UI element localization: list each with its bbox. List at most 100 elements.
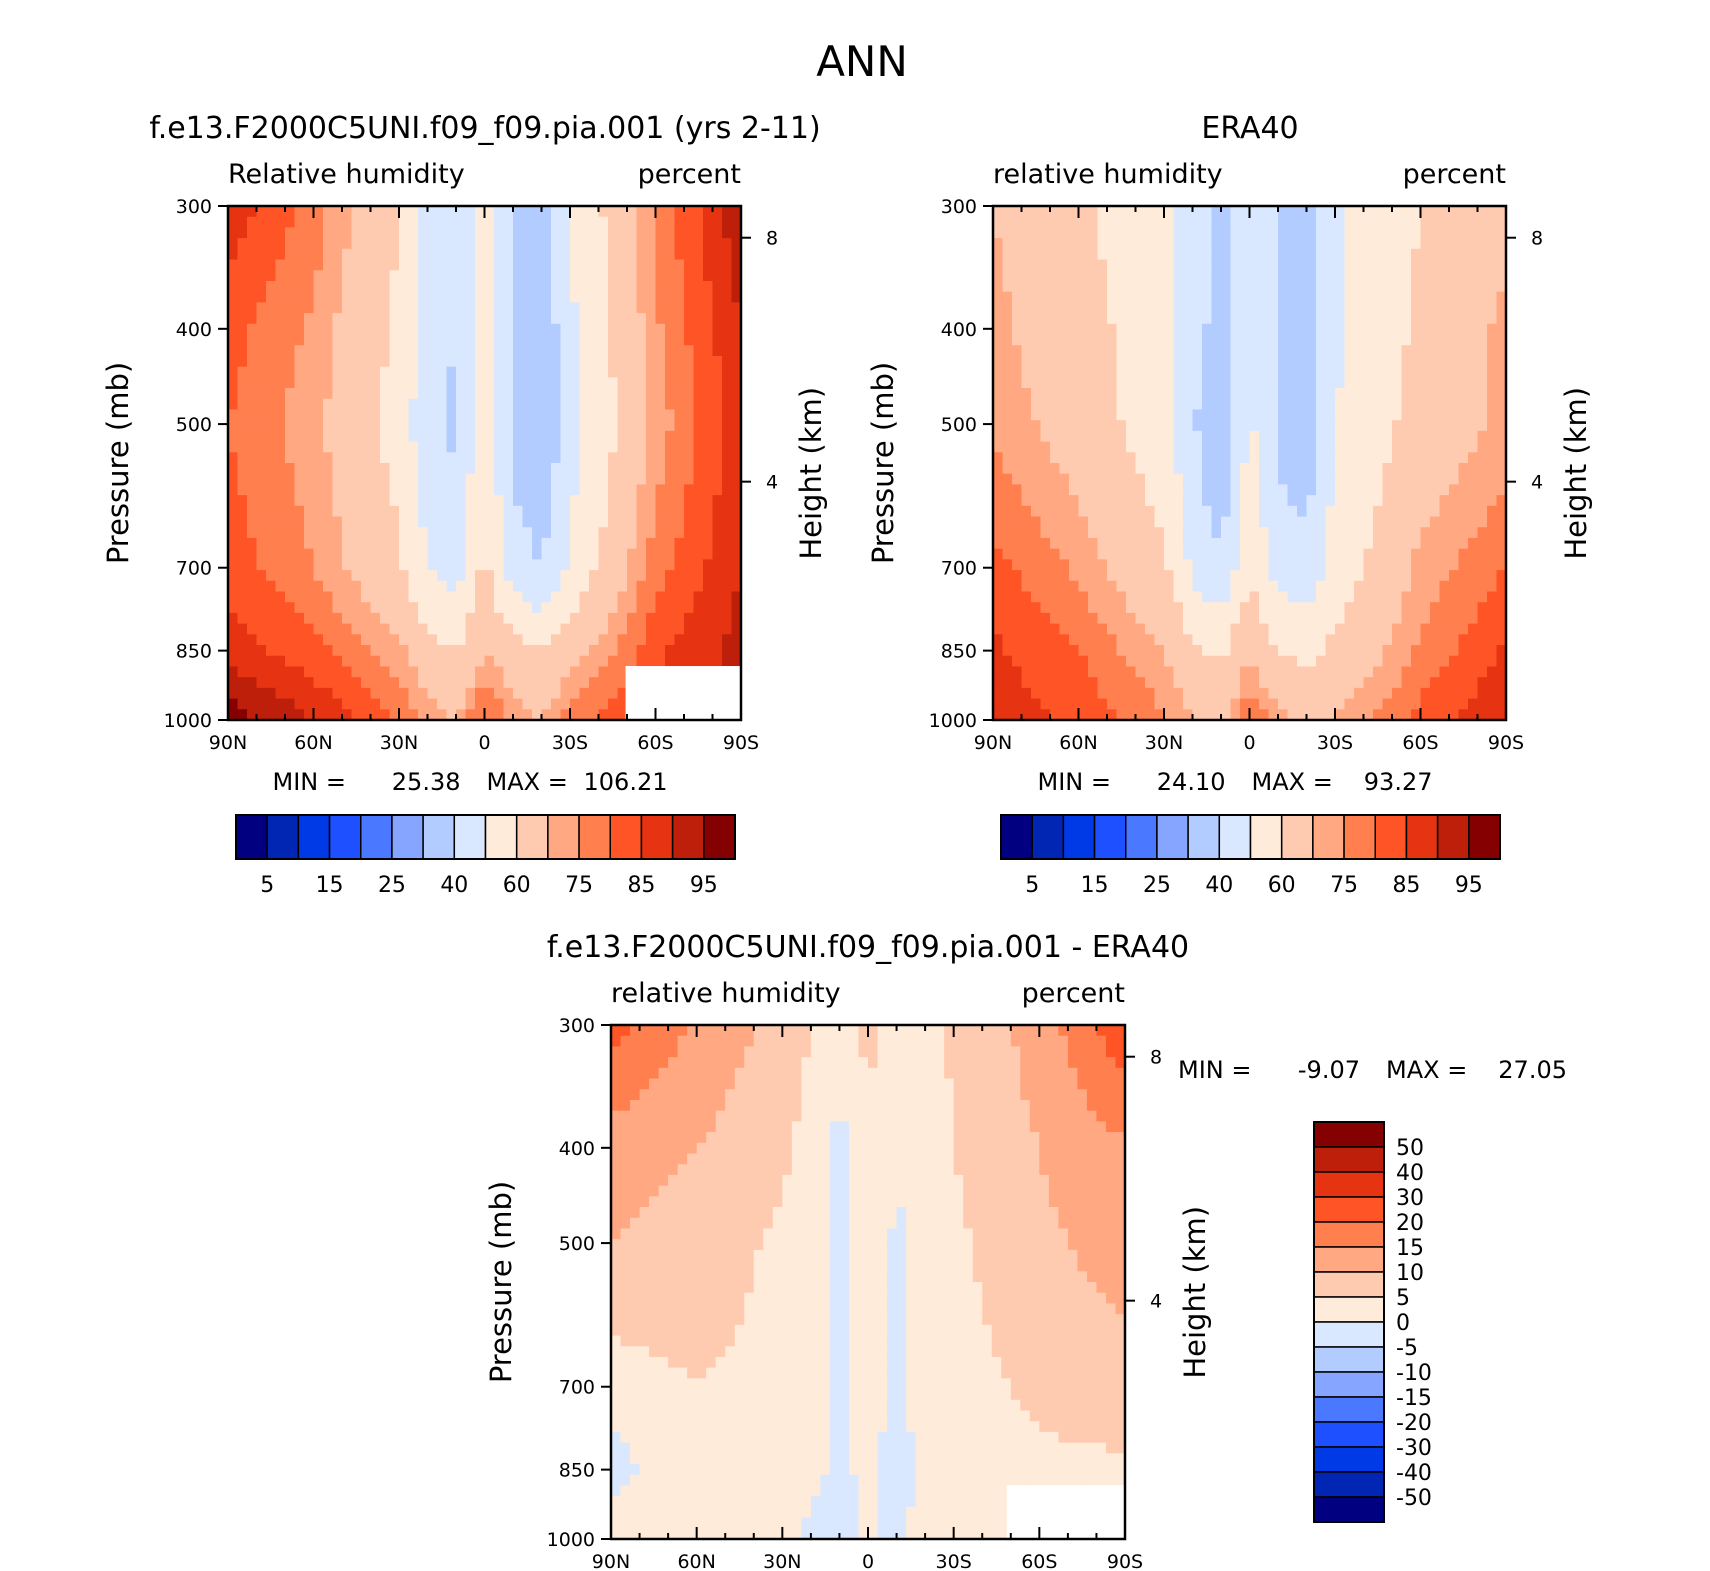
- contour-cell: [522, 527, 533, 539]
- contour-cell: [465, 537, 476, 550]
- contour-cell: [551, 484, 562, 496]
- contour-cell: [228, 291, 239, 303]
- contour-cell: [589, 377, 600, 389]
- contour-cell: [1316, 291, 1327, 303]
- contour-cell: [627, 302, 638, 314]
- contour-cell: [665, 409, 676, 421]
- contour-cell: [313, 570, 324, 582]
- contour-cell: [1183, 548, 1194, 560]
- contour-cell: [655, 270, 666, 282]
- contour-cell: [1411, 238, 1422, 250]
- contour-cell: [693, 270, 704, 282]
- contour-cell: [266, 677, 277, 689]
- contour-cell: [1240, 537, 1251, 550]
- contour-cell: [646, 570, 657, 582]
- contour-cell: [1202, 623, 1213, 635]
- contour-cell: [399, 612, 410, 625]
- contour-cell: [1012, 441, 1023, 453]
- contour-cell: [1107, 270, 1118, 282]
- contour-cell: [1088, 591, 1099, 603]
- contour-cell: [993, 302, 1004, 314]
- contour-cell: [551, 655, 562, 668]
- contour-cell: [579, 677, 590, 689]
- contour-cell: [1259, 537, 1270, 550]
- contour-cell: [351, 398, 362, 411]
- contour-cell: [1468, 216, 1479, 229]
- contour-cell: [1012, 398, 1023, 411]
- contour-cell: [456, 409, 467, 421]
- contour-cell: [1392, 495, 1403, 507]
- contour-cell: [237, 666, 248, 678]
- contour-cell: [1259, 441, 1270, 453]
- contour-cell: [570, 345, 581, 357]
- contour-cell: [389, 398, 400, 411]
- contour-cell: [1306, 334, 1317, 346]
- contour-cell: [1040, 645, 1051, 657]
- contour-cell: [285, 270, 296, 282]
- contour-cell: [1373, 612, 1384, 625]
- contour-cell: [1107, 473, 1118, 486]
- contour-cell: [1335, 377, 1346, 389]
- contour-cell: [608, 548, 619, 560]
- contour-cell: [1021, 291, 1032, 303]
- contour-cell: [646, 227, 657, 239]
- contour-cell: [427, 516, 438, 528]
- contour-cell: [1059, 420, 1070, 432]
- contour-cell: [674, 516, 685, 528]
- contour-cell: [294, 602, 305, 614]
- contour-cell: [1145, 409, 1156, 421]
- contour-cell: [399, 313, 410, 325]
- contour-cell: [256, 698, 267, 710]
- contour-cell: [1116, 398, 1127, 411]
- contour-cell: [646, 430, 657, 443]
- contour-cell: [1173, 527, 1184, 539]
- contour-cell: [703, 334, 714, 346]
- contour-cell: [532, 655, 543, 668]
- contour-cell: [323, 516, 334, 528]
- contour-cell: [1373, 570, 1384, 582]
- contour-cell: [1211, 473, 1222, 486]
- contour-cell: [313, 548, 324, 560]
- contour-cell: [370, 259, 381, 271]
- contour-cell: [1240, 612, 1251, 625]
- contour-cell: [513, 355, 524, 368]
- contour-cell: [1363, 441, 1374, 453]
- contour-cell: [636, 398, 647, 411]
- contour-cell: [722, 280, 733, 293]
- contour-cell: [703, 206, 714, 218]
- contour-cell: [532, 548, 543, 560]
- contour-cell: [484, 291, 495, 303]
- contour-cell: [247, 441, 258, 453]
- contour-cell: [551, 602, 562, 614]
- contour-cell: [1107, 548, 1118, 560]
- contour-cell: [294, 334, 305, 346]
- contour-cell: [579, 420, 590, 432]
- contour-cell: [456, 580, 467, 593]
- contour-cell: [399, 280, 410, 293]
- contour-cell: [541, 687, 552, 700]
- colorbar: 5 15 25 40 60 75 85 95: [235, 814, 736, 898]
- contour-cell: [256, 527, 267, 539]
- contour-cell: [1259, 206, 1270, 218]
- contour-cell: [266, 409, 277, 421]
- contour-cell: [674, 537, 685, 550]
- contour-cell: [275, 602, 286, 614]
- contour-cell: [1183, 227, 1194, 239]
- contour-cell: [304, 259, 315, 271]
- contour-cell: [1249, 398, 1260, 411]
- contour-cell: [294, 634, 305, 646]
- contour-cell: [323, 473, 334, 486]
- contour-cell: [1382, 441, 1393, 453]
- contour-cell: [1373, 259, 1384, 271]
- contour-cell: [1116, 259, 1127, 271]
- contour-cell: [1344, 388, 1355, 400]
- contour-cell: [332, 612, 343, 625]
- contour-cell: [475, 409, 486, 421]
- contour-cell: [684, 398, 695, 411]
- contour-cell: [1173, 259, 1184, 271]
- contour-cell: [712, 537, 723, 550]
- contour-cell: [275, 537, 286, 550]
- contour-cell: [627, 206, 638, 218]
- contour-cell: [1363, 484, 1374, 496]
- contour-cell: [1183, 323, 1194, 336]
